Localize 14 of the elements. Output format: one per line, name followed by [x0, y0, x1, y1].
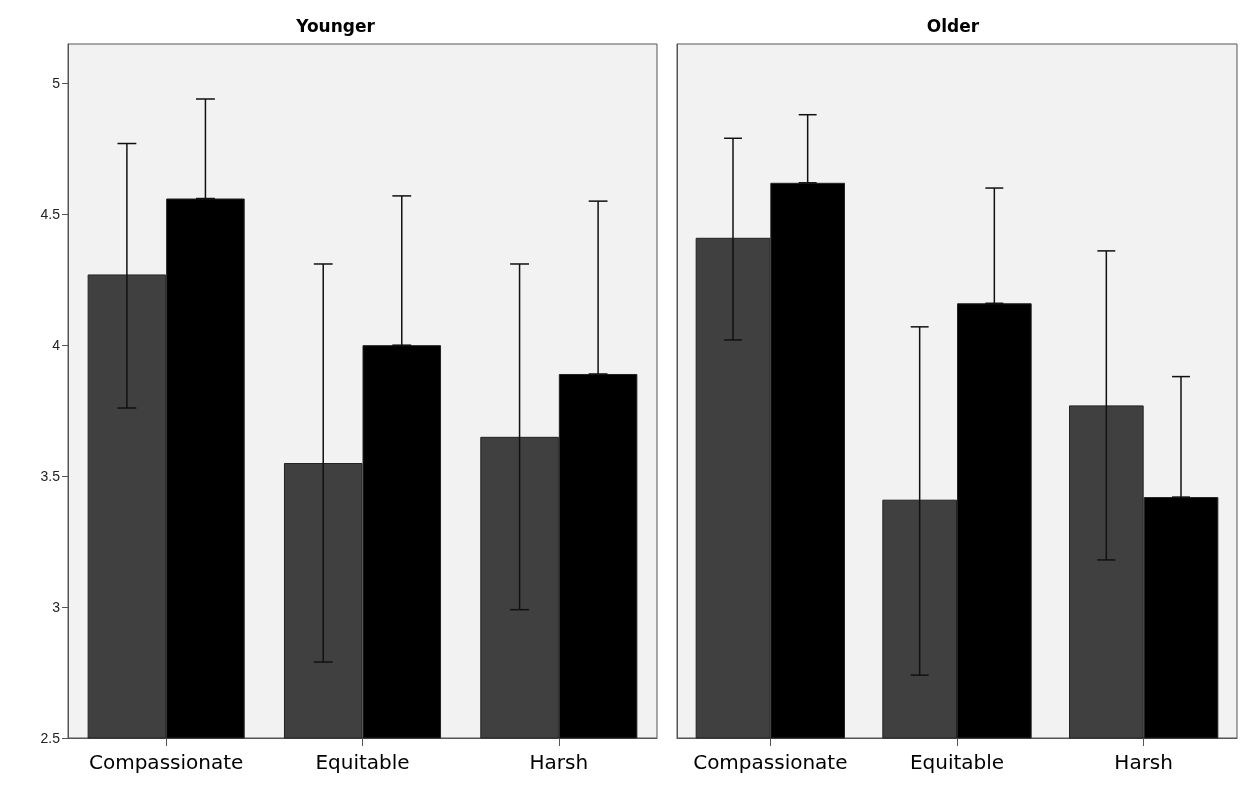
x-tick-label: Compassionate	[88, 750, 244, 774]
x-tick-label: Harsh	[1114, 750, 1173, 774]
y-tick-label: 3	[52, 599, 61, 616]
x-tick-label: Equitable	[909, 750, 1005, 774]
chart-title: Older	[926, 15, 980, 36]
chart-title: Younger	[295, 15, 376, 36]
y-tick-label: 2.5	[40, 730, 61, 746]
y-tick-label: 3.5	[40, 468, 61, 485]
y-tick-label: 5	[52, 75, 61, 92]
y-tick-label: 4	[52, 337, 61, 354]
x-tick-label: Compassionate	[693, 750, 848, 774]
y-tick-label: 4.5	[40, 206, 61, 223]
x-tick-label: Harsh	[529, 750, 589, 774]
x-tick-label: Equitable	[315, 750, 410, 774]
